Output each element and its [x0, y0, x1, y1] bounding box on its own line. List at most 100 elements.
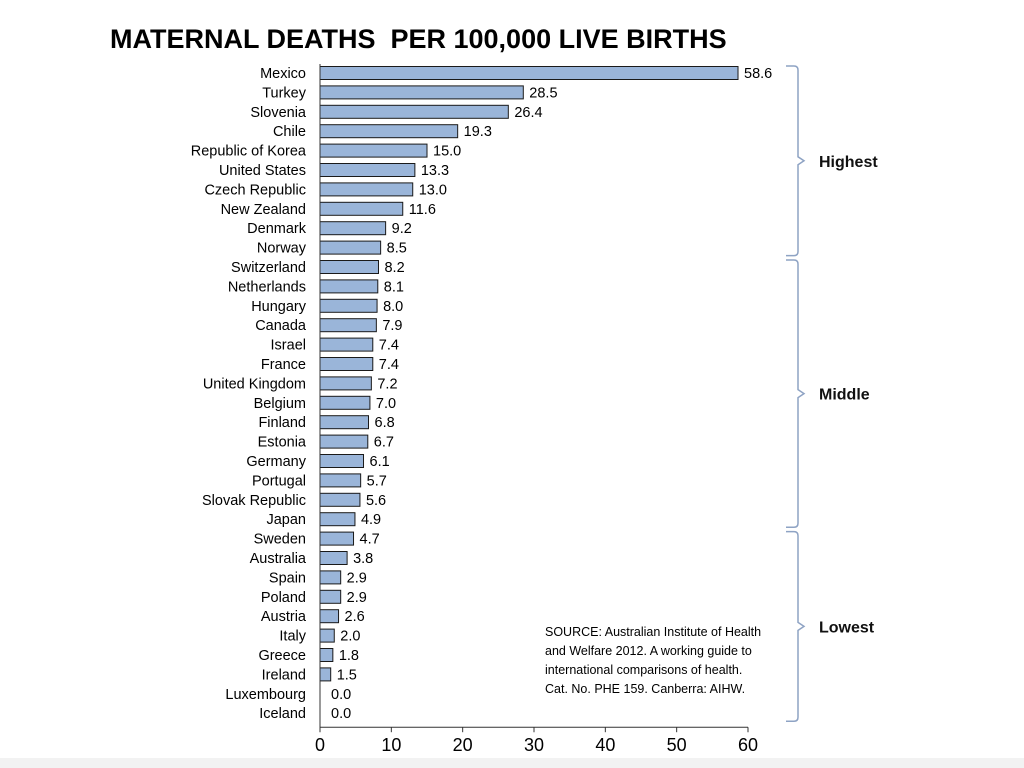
bar-poland — [319, 589, 342, 604]
source-note: SOURCE: Australian Institute of Health a… — [545, 625, 762, 696]
category-label-poland: Poland — [261, 590, 306, 606]
value-label-norway: 8.5 — [387, 241, 407, 257]
value-label-greece: 1.8 — [339, 648, 359, 664]
bar-sweden — [319, 531, 355, 546]
category-label-finland: Finland — [258, 415, 306, 431]
bar-switzerland — [319, 260, 379, 274]
category-label-australia: Australia — [250, 551, 307, 567]
category-label-turkey: Turkey — [262, 85, 307, 101]
bar-estonia — [319, 434, 369, 449]
bar-canada — [319, 318, 377, 333]
value-label-republic-of-korea: 15.0 — [433, 144, 461, 160]
value-label-slovenia: 26.4 — [514, 105, 542, 121]
bar-slovak-republic — [319, 492, 361, 507]
value-label-sweden: 4.7 — [360, 532, 380, 548]
bar-united-states — [319, 163, 416, 177]
value-label-estonia: 6.7 — [374, 435, 394, 451]
category-label-france: France — [261, 357, 306, 373]
value-label-japan: 4.9 — [361, 512, 381, 528]
category-label-luxembourg: Luxembourg — [225, 687, 306, 703]
value-label-denmark: 9.2 — [392, 221, 412, 237]
value-label-ireland: 1.5 — [337, 667, 357, 683]
value-label-new-zealand: 11.6 — [409, 202, 436, 218]
category-label-hungary: Hungary — [251, 299, 307, 315]
bar-australia — [319, 551, 348, 565]
category-label-norway: Norway — [257, 241, 307, 257]
bar-new-zealand — [319, 201, 404, 216]
x-tick-label-20: 20 — [453, 735, 473, 755]
x-tick-label-10: 10 — [381, 735, 401, 755]
value-label-iceland: 0.0 — [331, 706, 351, 722]
category-label-japan: Japan — [266, 512, 306, 528]
category-label-austria: Austria — [261, 609, 307, 625]
value-label-united-states: 13.3 — [421, 163, 449, 179]
category-label-iceland: Iceland — [259, 706, 306, 722]
value-label-spain: 2.9 — [347, 570, 367, 586]
value-label-poland: 2.9 — [347, 590, 367, 606]
bar-chile — [319, 124, 459, 139]
bracket-lowest — [786, 530, 806, 722]
x-axis: 0 10 20 30 40 50 60 — [315, 64, 758, 755]
category-label-spain: Spain — [269, 570, 306, 586]
bar-germany — [319, 454, 365, 468]
x-tick-label-40: 40 — [595, 735, 615, 755]
bottom-strip — [0, 758, 1024, 768]
value-label-canada: 7.9 — [382, 318, 402, 334]
labels-layer: Mexico 58.6 Turkey 28.5 Slovenia 26.4 Chile 19.… — [191, 66, 773, 722]
group-label-lowest: Lowest — [819, 619, 875, 636]
value-label-portugal: 5.7 — [367, 473, 387, 489]
bar-slovenia — [319, 104, 509, 119]
value-label-france: 7.4 — [379, 357, 399, 373]
value-label-italy: 2.0 — [340, 629, 360, 645]
chart-title: MATERNAL DEATHS PER 100,000 LIVE BIRTHS — [110, 24, 727, 54]
category-label-mexico: Mexico — [260, 66, 306, 82]
category-label-ireland: Ireland — [262, 667, 306, 683]
group-label-highest: Highest — [819, 154, 878, 171]
bar-czech-republic — [319, 182, 414, 197]
bar-hungary — [319, 298, 378, 313]
category-label-slovenia: Slovenia — [250, 105, 307, 121]
value-label-united-kingdom: 7.2 — [377, 376, 397, 392]
category-label-greece: Greece — [258, 648, 306, 664]
bar-denmark — [319, 221, 387, 236]
category-label-belgium: Belgium — [254, 396, 306, 412]
value-label-israel: 7.4 — [379, 338, 399, 354]
bar-japan — [319, 512, 356, 527]
value-label-australia: 3.8 — [353, 551, 373, 567]
category-label-united-kingdom: United Kingdom — [203, 376, 306, 392]
category-label-italy: Italy — [279, 629, 306, 645]
value-label-czech-republic: 13.0 — [419, 182, 447, 198]
bar-norway — [319, 240, 382, 255]
bar-turkey — [319, 85, 524, 100]
x-tick-label-30: 30 — [524, 735, 544, 755]
group-brackets: Highest Middle Lowest — [786, 65, 878, 722]
category-label-united-states: United States — [219, 163, 306, 179]
category-label-chile: Chile — [273, 124, 306, 140]
category-label-netherlands: Netherlands — [228, 279, 306, 295]
value-label-slovak-republic: 5.6 — [366, 493, 386, 509]
bars-layer — [319, 66, 739, 682]
bar-netherlands — [319, 279, 379, 294]
bar-greece — [319, 648, 334, 662]
bar-united-kingdom — [319, 376, 372, 391]
group-label-middle: Middle — [819, 387, 870, 404]
category-label-czech-republic: Czech Republic — [204, 182, 306, 198]
category-label-slovak-republic: Slovak Republic — [202, 493, 306, 509]
x-tick-label-60: 60 — [738, 735, 758, 755]
bar-israel — [319, 337, 374, 352]
bar-republic-of-korea — [319, 143, 428, 158]
value-label-switzerland: 8.2 — [384, 260, 404, 276]
category-label-germany: Germany — [246, 454, 306, 470]
category-label-portugal: Portugal — [252, 473, 306, 489]
bracket-highest — [786, 65, 806, 257]
bar-belgium — [319, 395, 371, 410]
category-label-switzerland: Switzerland — [231, 260, 306, 276]
value-label-luxembourg: 0.0 — [331, 687, 351, 703]
value-label-germany: 6.1 — [370, 454, 390, 470]
value-label-chile: 19.3 — [464, 124, 492, 140]
bar-portugal — [319, 473, 362, 488]
value-label-netherlands: 8.1 — [384, 279, 404, 295]
bracket-middle — [786, 259, 806, 528]
bar-spain — [319, 570, 342, 585]
